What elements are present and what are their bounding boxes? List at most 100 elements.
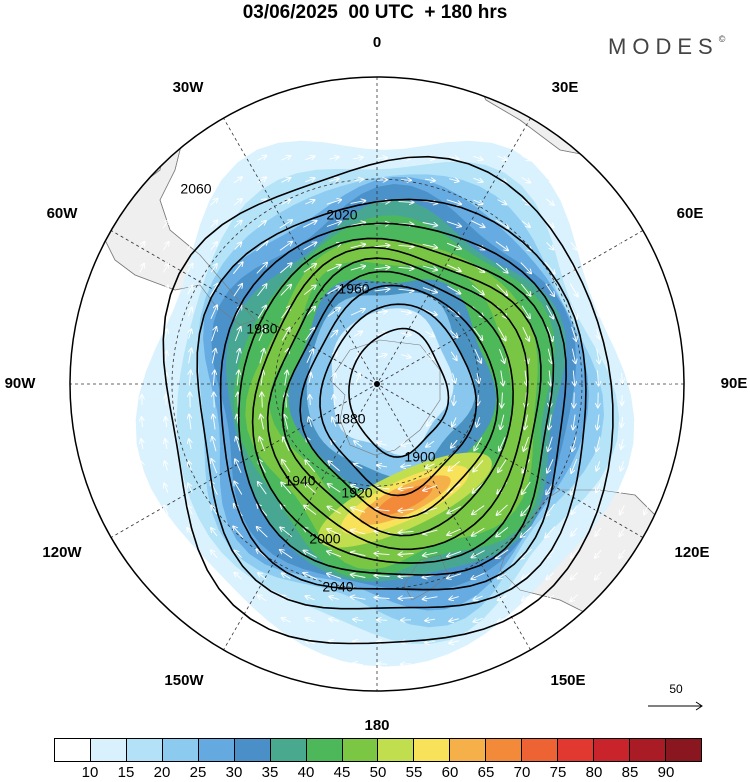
wind-arrow xyxy=(354,464,363,469)
wind-arrow xyxy=(401,443,411,445)
wind-arrow xyxy=(141,461,144,471)
wind-arrow xyxy=(597,414,599,430)
wind-arrow xyxy=(644,307,647,316)
wind-arrow xyxy=(329,663,339,665)
wind-arrow xyxy=(619,263,625,273)
reference-vector-head xyxy=(695,701,703,711)
wind-arrow xyxy=(354,441,363,448)
wind-arrow xyxy=(523,436,530,451)
wind-arrow xyxy=(305,200,314,205)
contour-label-2000: 2000 xyxy=(309,531,340,547)
wind-arrow xyxy=(399,576,414,577)
wind-arrow xyxy=(163,264,169,273)
wind-arrow xyxy=(521,526,532,537)
reference-vector: 50 xyxy=(644,682,708,712)
wind-arrow xyxy=(400,180,411,181)
wind-arrow xyxy=(425,663,436,664)
wind-arrow xyxy=(257,156,267,161)
wind-arrow xyxy=(187,264,192,273)
contour-line xyxy=(196,198,587,610)
wind-arrow xyxy=(280,263,291,274)
wind-arrow xyxy=(165,439,167,449)
wind-arrow xyxy=(353,135,363,136)
wind-arrow xyxy=(546,572,555,580)
wind-arrow xyxy=(352,113,363,114)
wind-arrow xyxy=(477,373,479,383)
wind-arrow xyxy=(447,550,462,556)
wind-arrow xyxy=(209,284,218,297)
lon-label-180: 180 xyxy=(364,717,390,734)
wind-arrow xyxy=(234,551,242,558)
wind-arrow xyxy=(188,506,193,515)
wind-arrow xyxy=(261,371,263,386)
wind-arrow xyxy=(645,328,647,339)
wind-arrow xyxy=(573,414,575,430)
wind-arrow xyxy=(377,443,387,446)
wind-arrow xyxy=(186,242,193,251)
lon-label-120e: 120E xyxy=(674,544,710,561)
wind-arrow xyxy=(499,437,506,451)
wind-arrow xyxy=(142,373,143,384)
wind-arrow xyxy=(571,326,577,341)
wind-arrow xyxy=(328,484,341,493)
wind-arrow xyxy=(117,439,119,449)
contour-line xyxy=(319,303,478,497)
wind-arrow xyxy=(546,326,552,341)
wind-arrow xyxy=(618,241,624,250)
wind-arrow xyxy=(281,662,291,667)
wind-arrow xyxy=(525,414,528,430)
wind-arrow xyxy=(521,155,531,161)
colorbar-cell xyxy=(198,739,235,761)
wind-arrow xyxy=(497,504,508,515)
wind-arrow xyxy=(669,329,671,339)
wind-arrow xyxy=(572,436,577,451)
wind-arrow xyxy=(280,550,293,559)
wind-arrow xyxy=(353,663,364,664)
wind-arrow xyxy=(546,594,555,601)
wind-arrow xyxy=(142,417,143,428)
colorbar-label: 85 xyxy=(621,764,639,781)
wind-arrow xyxy=(449,619,459,622)
wind-arrow xyxy=(140,307,143,317)
wind-arrow xyxy=(163,550,170,559)
wind-arrow xyxy=(597,348,600,364)
wind-arrow xyxy=(329,157,339,159)
wind-arrow xyxy=(258,573,267,580)
wind-arrow xyxy=(474,437,483,451)
wind-arrow xyxy=(596,483,601,493)
wind-arrow xyxy=(497,199,507,205)
wind-arrow xyxy=(327,551,342,558)
lon-label-30w: 30W xyxy=(172,79,204,96)
lon-label-120w: 120W xyxy=(42,544,82,561)
wind-arrow xyxy=(117,461,119,471)
wind-arrow xyxy=(375,509,390,511)
wind-arrow xyxy=(448,460,461,471)
wind-arrow xyxy=(281,482,292,494)
wind-arrow xyxy=(257,177,267,183)
wind-arrow xyxy=(423,551,438,555)
wind-arrow xyxy=(473,113,483,116)
wind-speed-shading xyxy=(104,77,684,667)
wind-arrow xyxy=(305,460,316,473)
wind-arrow xyxy=(139,550,146,559)
wind-arrow xyxy=(305,134,315,137)
wind-arrow xyxy=(117,351,118,362)
wind-arrow xyxy=(281,134,290,139)
wind-arrow xyxy=(620,307,623,316)
wind-arrow xyxy=(281,156,291,161)
wind-arrow xyxy=(398,224,414,225)
contour-line xyxy=(251,246,542,564)
wind-arrow xyxy=(165,461,168,471)
wind-arrow xyxy=(522,327,529,341)
colorbar-label: 50 xyxy=(369,764,387,781)
wind-arrow xyxy=(377,354,386,357)
colorbar-cell xyxy=(234,739,271,761)
wind-arrow xyxy=(426,440,435,447)
wind-arrow xyxy=(189,349,192,364)
wind-arrow xyxy=(571,505,578,514)
wind-arrow xyxy=(304,506,317,515)
wind-arrow xyxy=(454,394,455,405)
wind-arrow xyxy=(211,327,217,342)
wind-arrow xyxy=(309,417,312,427)
wind-arrow xyxy=(471,284,484,294)
